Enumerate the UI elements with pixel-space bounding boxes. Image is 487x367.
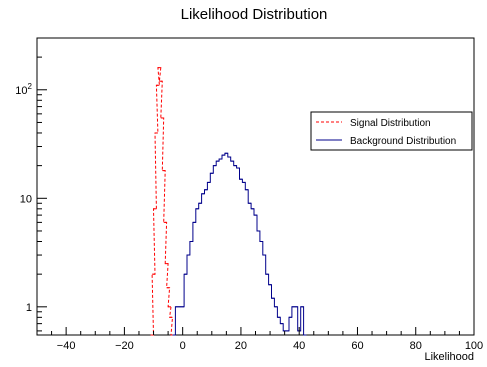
series-line-0 (150, 67, 174, 336)
x-tick-label: 60 (351, 340, 363, 352)
plot-frame (36, 37, 475, 336)
x-axis-label: Likelihood (424, 351, 474, 363)
legend-signal-label: Signal Distribution (350, 118, 431, 129)
y-tick-label: 102 (15, 82, 32, 97)
x-tick-label: 80 (410, 340, 422, 352)
legend: Signal Distribution Background Distribut… (310, 111, 473, 151)
y-tick-label: 1 (26, 302, 32, 314)
axes-layer: −40 −20 0 20 40 60 80 100 1 10 102 (15, 37, 483, 352)
x-tick-label: 40 (293, 340, 305, 352)
series-0 (150, 67, 174, 336)
x-tick-label: 0 (180, 340, 186, 352)
series-line-1 (172, 152, 307, 336)
series-layer (150, 67, 307, 336)
series-1 (172, 152, 307, 336)
x-tick-label: −40 (57, 340, 76, 352)
legend-background-label: Background Distribution (350, 136, 456, 147)
x-tick-label: 100 (465, 340, 483, 352)
chart-title: Likelihood Distribution (181, 6, 328, 23)
x-tick-label: 20 (235, 340, 247, 352)
y-tick-label: 10 (20, 193, 32, 205)
x-tick-label: −20 (115, 340, 134, 352)
legend-box (310, 111, 473, 151)
